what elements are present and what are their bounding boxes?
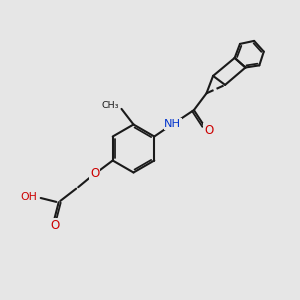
Text: O: O bbox=[50, 219, 59, 232]
Text: O: O bbox=[90, 167, 99, 180]
Text: NH: NH bbox=[164, 119, 182, 129]
Text: CH₃: CH₃ bbox=[101, 101, 119, 110]
Text: O: O bbox=[204, 124, 214, 137]
Text: OH: OH bbox=[21, 192, 38, 202]
